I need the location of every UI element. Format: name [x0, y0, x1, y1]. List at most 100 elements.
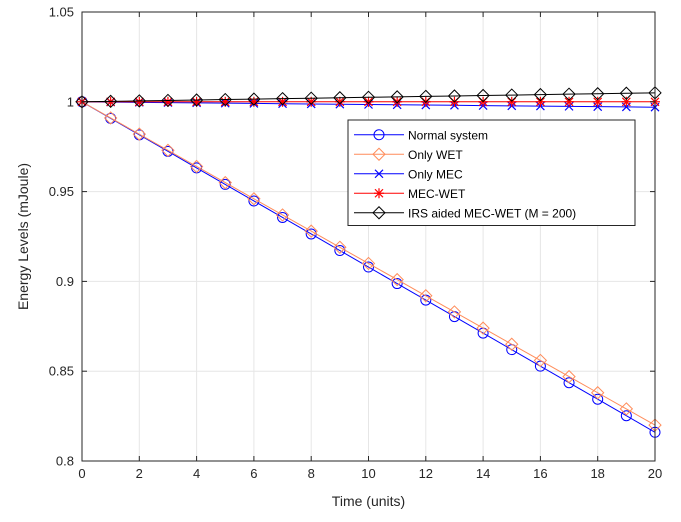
legend-item: Normal system [354, 128, 488, 142]
data-point [419, 289, 433, 303]
data-point [334, 96, 345, 107]
data-point [592, 96, 603, 107]
data-point [390, 90, 404, 104]
data-point [304, 91, 318, 105]
data-point [590, 87, 605, 101]
legend-marker [373, 129, 385, 141]
y-tick-label: 0.9 [56, 274, 74, 289]
x-tick-label: 2 [136, 466, 143, 481]
legend-marker [374, 169, 384, 179]
data-point [361, 90, 376, 105]
data-point [592, 393, 604, 405]
x-tick-label: 16 [533, 466, 547, 481]
y-axis-label: Energy Levels (mJoule) [15, 163, 31, 310]
data-point [564, 96, 575, 107]
data-point [361, 256, 376, 271]
data-point [563, 377, 575, 389]
data-point [248, 195, 260, 207]
x-tick-label: 10 [361, 466, 375, 481]
legend-marker [374, 188, 384, 199]
y-tick-label: 1 [67, 94, 74, 109]
ticks: 0 2 4 6 8 10 12 14 16 18 20 0.8 0.85 0.9 0.95 1 1.05 [49, 5, 663, 482]
y-tick-label: 0.8 [56, 454, 74, 469]
data-point [590, 386, 605, 400]
series-line [81, 101, 656, 433]
legend-label: MEC-WET [408, 187, 466, 201]
legend-box [347, 119, 636, 226]
data-point [506, 96, 517, 107]
data-point [304, 224, 318, 238]
data-point [247, 192, 261, 206]
data-point [132, 94, 147, 108]
x-tick-label: 0 [78, 466, 85, 481]
data-point [619, 86, 634, 100]
legend-label: Only WET [408, 148, 463, 162]
data-point [191, 96, 202, 107]
y-tick-label: 0.95 [49, 184, 74, 199]
x-tick-label: 8 [308, 466, 315, 481]
legend-item: MEC-WET [354, 187, 466, 201]
data-point [103, 94, 118, 109]
data-point [189, 159, 204, 174]
data-point [533, 353, 548, 368]
data-point [419, 89, 433, 104]
data-point [363, 96, 374, 107]
legend-item: IRS aided MEC-WET (M = 200) [354, 206, 576, 220]
data-point [533, 87, 548, 102]
y-tick-label: 0.85 [49, 364, 74, 379]
data-point [275, 208, 290, 222]
series-line [81, 101, 656, 426]
data-point [333, 91, 347, 105]
data-point [620, 410, 632, 422]
data-point [619, 402, 634, 416]
data-point [390, 272, 404, 287]
data-point [535, 96, 546, 107]
data-point [476, 321, 490, 335]
x-axis-label: Time (units) [332, 493, 405, 509]
data-point [621, 96, 632, 107]
x-tick-label: 6 [250, 466, 257, 481]
data-point [476, 88, 490, 103]
x-tick-label: 4 [193, 466, 200, 481]
data-point [447, 89, 462, 103]
legend-label: IRS aided MEC-WET (M = 200) [408, 206, 576, 220]
data-point [562, 369, 576, 384]
series-irs-aided-mec-wet-m-200 [75, 86, 662, 109]
data-point [219, 178, 231, 190]
data-point [103, 111, 118, 125]
data-point [447, 305, 462, 319]
data-point [275, 91, 290, 106]
legend-marker [372, 147, 386, 161]
data-point [247, 92, 261, 106]
legend-item: Only MEC [354, 167, 463, 181]
data-point [505, 88, 519, 102]
y-tick-label: 1.05 [49, 5, 74, 20]
data-point [161, 93, 175, 108]
legend-label: Only MEC [408, 167, 463, 181]
data-point [392, 96, 403, 107]
series-line [81, 92, 656, 103]
data-point [218, 175, 232, 190]
series-only-wet [75, 95, 662, 432]
data-point [218, 92, 232, 107]
data-point [534, 360, 546, 372]
data-point [161, 143, 175, 157]
x-tick-label: 20 [648, 466, 662, 481]
x-tick-label: 12 [419, 466, 433, 481]
data-point [420, 294, 432, 306]
data-point [189, 93, 204, 107]
data-point [562, 87, 576, 101]
legend-item: Only WET [354, 147, 463, 162]
x-tick-label: 14 [476, 466, 490, 481]
data-point [333, 240, 347, 254]
legend: Normal system Only WET Only MEC MEC-WET IRS … [347, 119, 636, 226]
legend-label: Normal system [408, 128, 488, 142]
data-point [391, 278, 403, 290]
data-point [363, 261, 374, 273]
data-point [132, 127, 147, 141]
x-tick-label: 18 [590, 466, 604, 481]
legend-marker [372, 206, 386, 220]
data-point [505, 337, 519, 351]
